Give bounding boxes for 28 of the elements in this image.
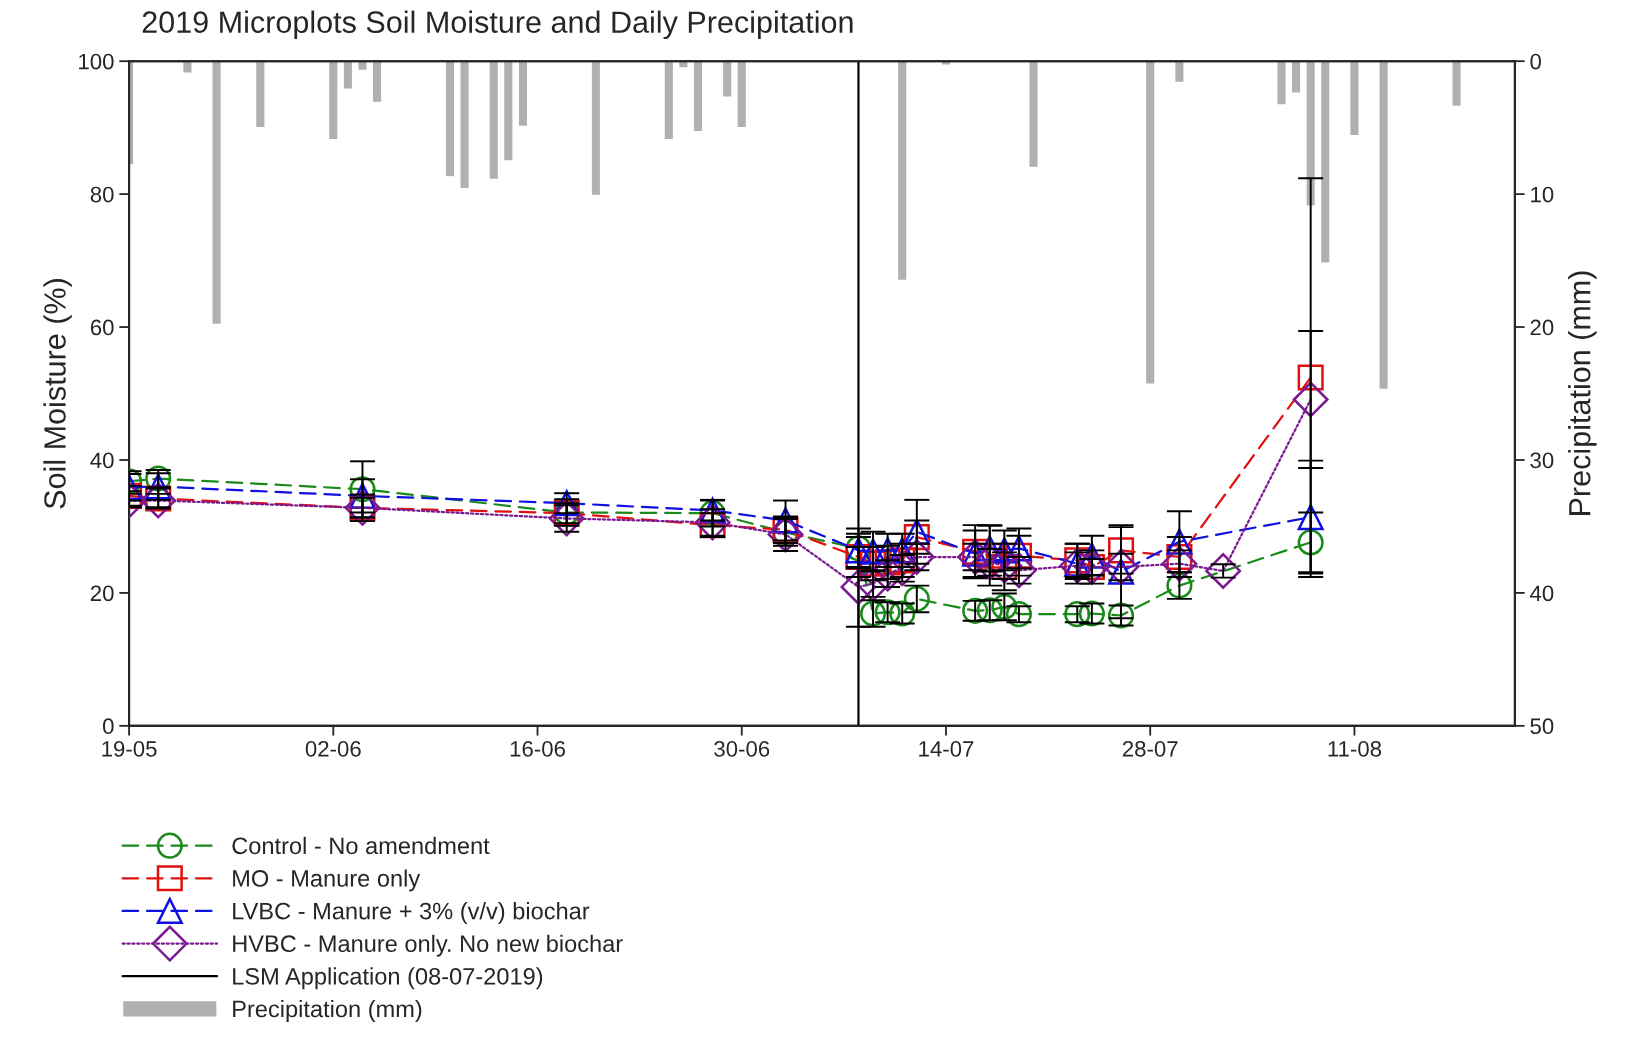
legend-label: HVBC - Manure only. No new biochar: [233, 934, 623, 957]
y2-tick-label: 40: [1530, 585, 1554, 602]
x-tick-label: 02-06: [305, 741, 361, 757]
y-tick-label: 0: [102, 718, 114, 735]
y-tick-label: 80: [90, 186, 114, 203]
y-axis-title: Soil Moisture (%): [43, 279, 72, 509]
x-tick-label: 19-05: [102, 741, 157, 757]
y2-tick-label: 50: [1530, 718, 1554, 735]
legend-label: Control - No amendment: [232, 836, 490, 855]
x-tick-label: 30-06: [714, 741, 770, 757]
legend-label: LVBC - Manure + 3% (v/v) biochar: [233, 902, 590, 925]
y2-tick-label: 0: [1530, 53, 1541, 70]
y2-tick-label: 10: [1531, 186, 1554, 203]
x-tick-label: 16-06: [510, 741, 565, 757]
y-tick-label: 40: [90, 452, 114, 469]
legend-label: LSM Application (08-07-2019): [233, 967, 543, 990]
y2-axis-title: Precipitation (mm): [1568, 271, 1597, 515]
y-tick-label: 60: [90, 319, 114, 336]
y2-tick-label: 30: [1530, 452, 1554, 469]
y-tick-label: 100: [79, 53, 114, 70]
x-tick-label: 28-07: [1122, 741, 1178, 757]
x-tick-label: 14-07: [919, 741, 974, 757]
chart-title: 2019 Microplots Soil Moisture and Daily Precipitation: [142, 10, 853, 40]
legend-label: MO - Manure only: [233, 869, 421, 892]
y2-tick-label: 20: [1530, 319, 1554, 336]
legend-label: Precipitation (mm): [233, 999, 422, 1022]
y-tick-label: 20: [90, 585, 114, 602]
x-tick-label: 11-08: [1328, 741, 1382, 757]
